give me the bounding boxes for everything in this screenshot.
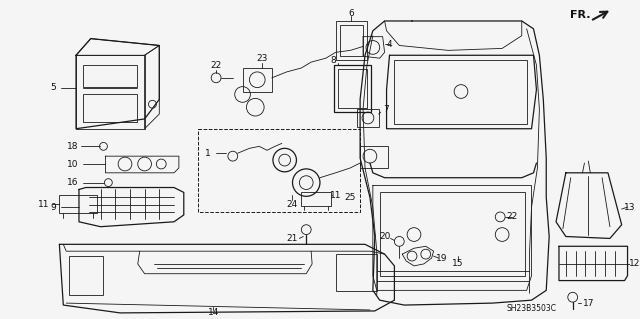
Text: 11: 11	[38, 200, 49, 209]
Bar	[394, 60, 527, 124]
Bar	[380, 192, 525, 276]
Bar	[340, 25, 363, 56]
Text: 24: 24	[286, 200, 297, 209]
Text: 20: 20	[379, 232, 390, 241]
Text: 25: 25	[344, 193, 356, 202]
Bar	[69, 256, 104, 295]
Bar	[333, 65, 371, 112]
Text: 1: 1	[205, 149, 211, 158]
Text: 21: 21	[287, 234, 298, 243]
Text: 9: 9	[51, 203, 56, 211]
Bar	[198, 129, 360, 212]
Text: 22: 22	[506, 212, 518, 221]
Text: 15: 15	[452, 259, 464, 268]
Text: 5: 5	[51, 83, 56, 92]
Text: 18: 18	[67, 142, 79, 151]
Text: 13: 13	[624, 203, 636, 211]
Bar	[335, 254, 377, 291]
Text: 22: 22	[211, 61, 221, 70]
Bar	[243, 68, 272, 93]
Bar	[357, 109, 379, 127]
Text: 23: 23	[257, 54, 268, 63]
Bar	[360, 146, 388, 168]
Bar	[60, 195, 97, 213]
Text: 4: 4	[387, 40, 392, 49]
Bar	[83, 65, 137, 87]
Text: 19: 19	[436, 254, 447, 263]
Text: 12: 12	[628, 259, 640, 268]
Text: 7: 7	[384, 105, 389, 114]
Text: FR.: FR.	[570, 10, 591, 20]
Text: 11: 11	[330, 191, 341, 200]
Bar	[301, 192, 331, 206]
Text: 17: 17	[582, 299, 594, 308]
Bar	[83, 94, 137, 122]
Bar	[335, 21, 367, 60]
Text: 16: 16	[67, 178, 79, 187]
Text: 6: 6	[348, 9, 354, 18]
Text: SH23B3503C: SH23B3503C	[506, 304, 557, 314]
Text: 10: 10	[67, 160, 79, 168]
Text: 14: 14	[207, 308, 219, 317]
Bar	[337, 69, 367, 108]
Text: 8: 8	[331, 56, 337, 65]
